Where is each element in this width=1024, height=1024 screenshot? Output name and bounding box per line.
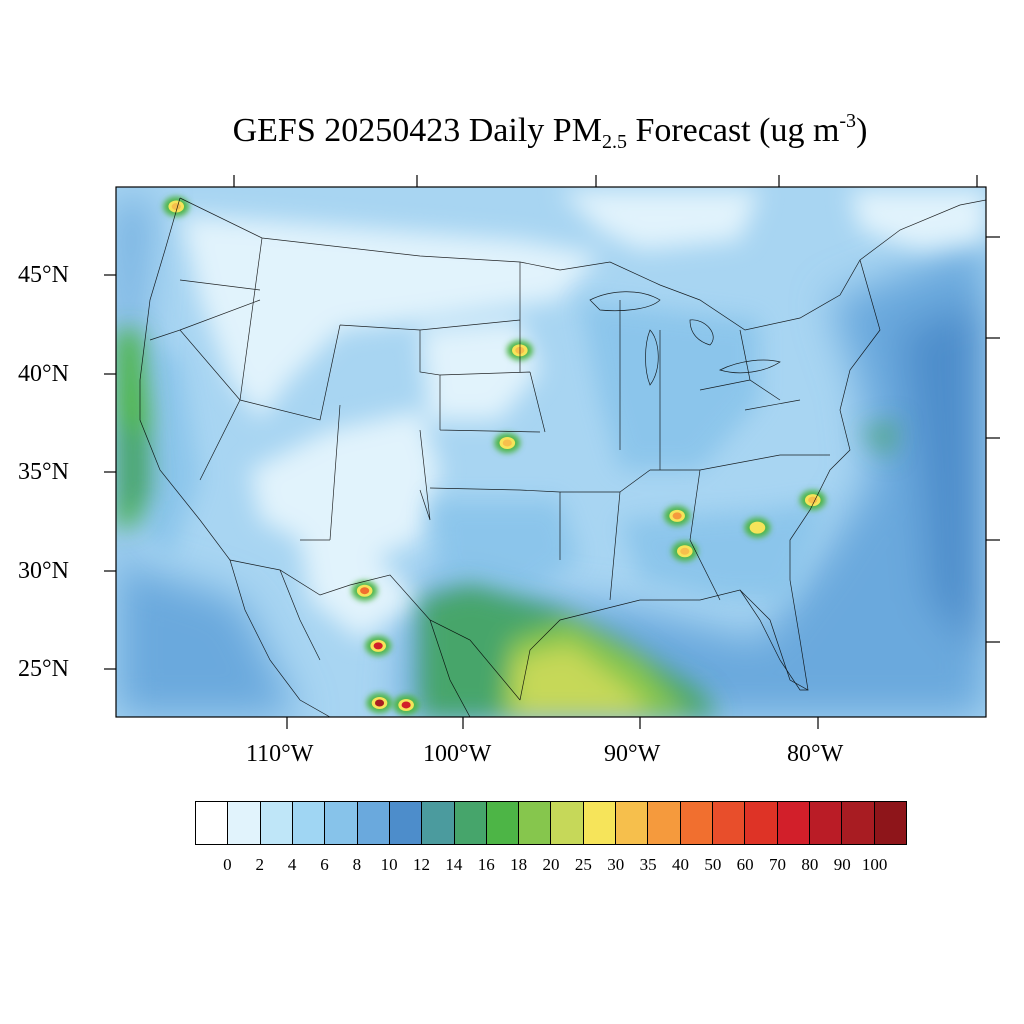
lat-label-40: 40°N bbox=[18, 361, 69, 387]
lat-label-25: 25°N bbox=[18, 656, 69, 682]
colorbar-box bbox=[357, 802, 390, 844]
colorbar bbox=[195, 801, 907, 845]
colorbar-tick-label: 50 bbox=[704, 855, 722, 874]
colorbar-tick-label: 2 bbox=[255, 855, 264, 874]
interior-low-values bbox=[180, 190, 986, 640]
florida bbox=[739, 589, 808, 691]
colorbar-box bbox=[292, 802, 326, 844]
gulf-high-values bbox=[116, 330, 900, 717]
colorbar-tick-label: 100 bbox=[861, 855, 888, 874]
hotspot-contour bbox=[373, 642, 383, 650]
colorbar-tick-label: 60 bbox=[736, 855, 754, 874]
pm25-hotspot bbox=[43, 325, 69, 345]
colorbar-box bbox=[713, 802, 746, 844]
colorbar-tick-label: 0 bbox=[223, 855, 232, 874]
lat-label-30: 30°N bbox=[18, 558, 69, 584]
colorbar-box bbox=[422, 802, 455, 844]
hotspot-contour bbox=[374, 699, 385, 707]
state-lines bbox=[149, 237, 830, 601]
colorbar-tick-label: 18 bbox=[510, 855, 528, 874]
colorbar-tick-label: 12 bbox=[413, 855, 431, 874]
colorbar-box bbox=[745, 802, 778, 844]
colorbar-tick-label: 4 bbox=[287, 855, 297, 874]
pm25-hotspot bbox=[494, 432, 521, 453]
colorbar-box bbox=[809, 802, 843, 844]
colorbar-box bbox=[842, 802, 875, 844]
concentration-field bbox=[43, 187, 986, 717]
hotspot-contour bbox=[51, 331, 60, 338]
pm25-hotspot bbox=[365, 635, 392, 656]
mid-values bbox=[130, 300, 830, 600]
colorbar-box bbox=[519, 802, 552, 844]
lon-label-90w: 90°W bbox=[604, 741, 661, 767]
hotspot-contour bbox=[680, 547, 690, 555]
pm25-hotspot bbox=[351, 580, 378, 601]
hotspot-contour bbox=[43, 325, 69, 345]
hotspot-contour bbox=[672, 512, 682, 520]
colorbar-box bbox=[616, 802, 649, 844]
pm25-hotspot bbox=[744, 517, 771, 538]
colorbar-tick-label: 20 bbox=[542, 855, 560, 874]
colorbar-tick-label: 30 bbox=[607, 855, 625, 874]
colorbar-box bbox=[551, 802, 584, 844]
lat-label-35: 35°N bbox=[18, 459, 69, 485]
hotspot-contour bbox=[752, 524, 762, 532]
pm25-hotspot bbox=[671, 541, 698, 562]
mexico-coast bbox=[229, 559, 471, 717]
colorbar-box bbox=[680, 802, 713, 844]
colorbar-tick-label: 14 bbox=[445, 855, 463, 874]
colorbar-tick-label: 25 bbox=[574, 855, 592, 874]
boundaries bbox=[139, 197, 986, 717]
hotspot-contour bbox=[360, 587, 370, 595]
lon-label-110w: 110°W bbox=[246, 741, 314, 767]
colorbar-box bbox=[196, 802, 229, 844]
colorbar-tick-label: 35 bbox=[639, 855, 657, 874]
map-title: GEFS 20250423 Daily PM2.5 Forecast (ug m… bbox=[0, 110, 1024, 153]
pm25-hotspot bbox=[799, 490, 826, 511]
colorbar-box bbox=[874, 802, 906, 844]
colorbar-box bbox=[486, 802, 520, 844]
hotspot-contour bbox=[808, 496, 818, 504]
title-suffix: Forecast (ug m bbox=[626, 112, 840, 149]
colorbar-tick-label: 16 bbox=[477, 855, 495, 874]
colorbar-box bbox=[648, 802, 681, 844]
hotspot-contour bbox=[48, 329, 64, 341]
hotspot-contour bbox=[171, 203, 181, 211]
hotspot-layer bbox=[43, 196, 826, 715]
pm25-hotspot bbox=[664, 505, 691, 526]
colorbar-tick-label: 8 bbox=[352, 855, 362, 874]
colorbar-box bbox=[454, 802, 487, 844]
colorbar-box bbox=[583, 802, 617, 844]
colorbar-box bbox=[325, 802, 358, 844]
lon-label-100w: 100°W bbox=[423, 741, 492, 767]
axis-ticks bbox=[104, 175, 1000, 729]
hotspot-contour bbox=[502, 439, 512, 447]
title-prefix: GEFS 20250423 Daily PM bbox=[232, 112, 602, 149]
map-frame bbox=[115, 186, 987, 718]
pm25-hotspot bbox=[163, 196, 190, 217]
colorbar-box bbox=[260, 802, 293, 844]
great-lakes bbox=[589, 291, 781, 386]
colorbar-tick-label: 90 bbox=[833, 855, 851, 874]
colorbar-box bbox=[228, 802, 261, 844]
title-close: ) bbox=[856, 112, 868, 149]
title-subscript: 2.5 bbox=[601, 131, 627, 153]
pm25-hotspot bbox=[393, 694, 420, 715]
colorbar-box bbox=[777, 802, 810, 844]
colorbar-tick-label: 70 bbox=[769, 855, 787, 874]
hotspot-contour bbox=[401, 701, 411, 709]
colorbar-box bbox=[389, 802, 423, 844]
lon-label-80w: 80°W bbox=[787, 741, 844, 767]
lat-label-45: 45°N bbox=[18, 262, 69, 288]
colorbar-tick-label: 80 bbox=[801, 855, 819, 874]
colorbar-tick-label: 10 bbox=[380, 855, 398, 874]
pm25-hotspot bbox=[366, 692, 393, 713]
title-superscript: -3 bbox=[839, 110, 857, 132]
colorbar-tick-label: 6 bbox=[320, 855, 329, 874]
colorbar-tick-label: 40 bbox=[671, 855, 689, 874]
